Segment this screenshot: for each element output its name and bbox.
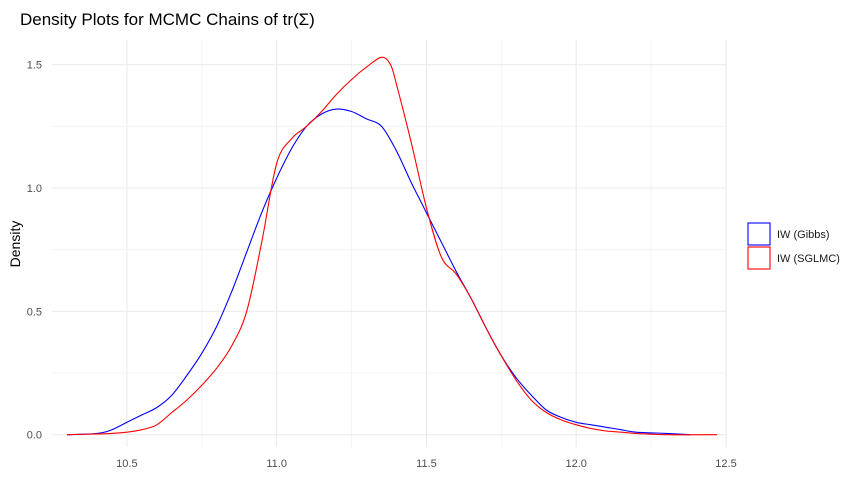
y-tick-label: 1.0 [27, 183, 42, 195]
y-axis-title: Density [7, 221, 23, 268]
legend-key-iw-gibbs [747, 222, 771, 246]
legend-key-iw-sglmc [747, 246, 771, 270]
y-axis-ticks: 0.0 0.5 1.0 1.5 [27, 60, 42, 442]
x-tick-label: 11.5 [416, 458, 437, 470]
x-axis-ticks: 10.5 11.0 11.5 12.0 12.5 [116, 458, 737, 470]
x-tick-label: 10.5 [116, 458, 137, 470]
legend-label-iw-sglmc: IW (SGLMC) [777, 253, 840, 265]
legend: IW (Gibbs) IW (SGLMC) [747, 222, 840, 270]
chart-title: Density Plots for MCMC Chains of tr(Σ) [20, 10, 315, 29]
x-tick-label: 12.0 [566, 458, 587, 470]
x-tick-label: 12.5 [715, 458, 736, 470]
series-line-iw-sglmc [66, 56, 718, 436]
y-tick-label: 0.0 [27, 430, 42, 442]
legend-label-iw-gibbs: IW (Gibbs) [777, 229, 830, 241]
grid [52, 40, 727, 447]
y-tick-label: 1.5 [27, 60, 42, 72]
series-lines [66, 56, 718, 436]
series-line-iw-gibbs [66, 108, 691, 436]
y-tick-label: 0.5 [27, 306, 42, 318]
x-tick-label: 11.0 [266, 458, 287, 470]
